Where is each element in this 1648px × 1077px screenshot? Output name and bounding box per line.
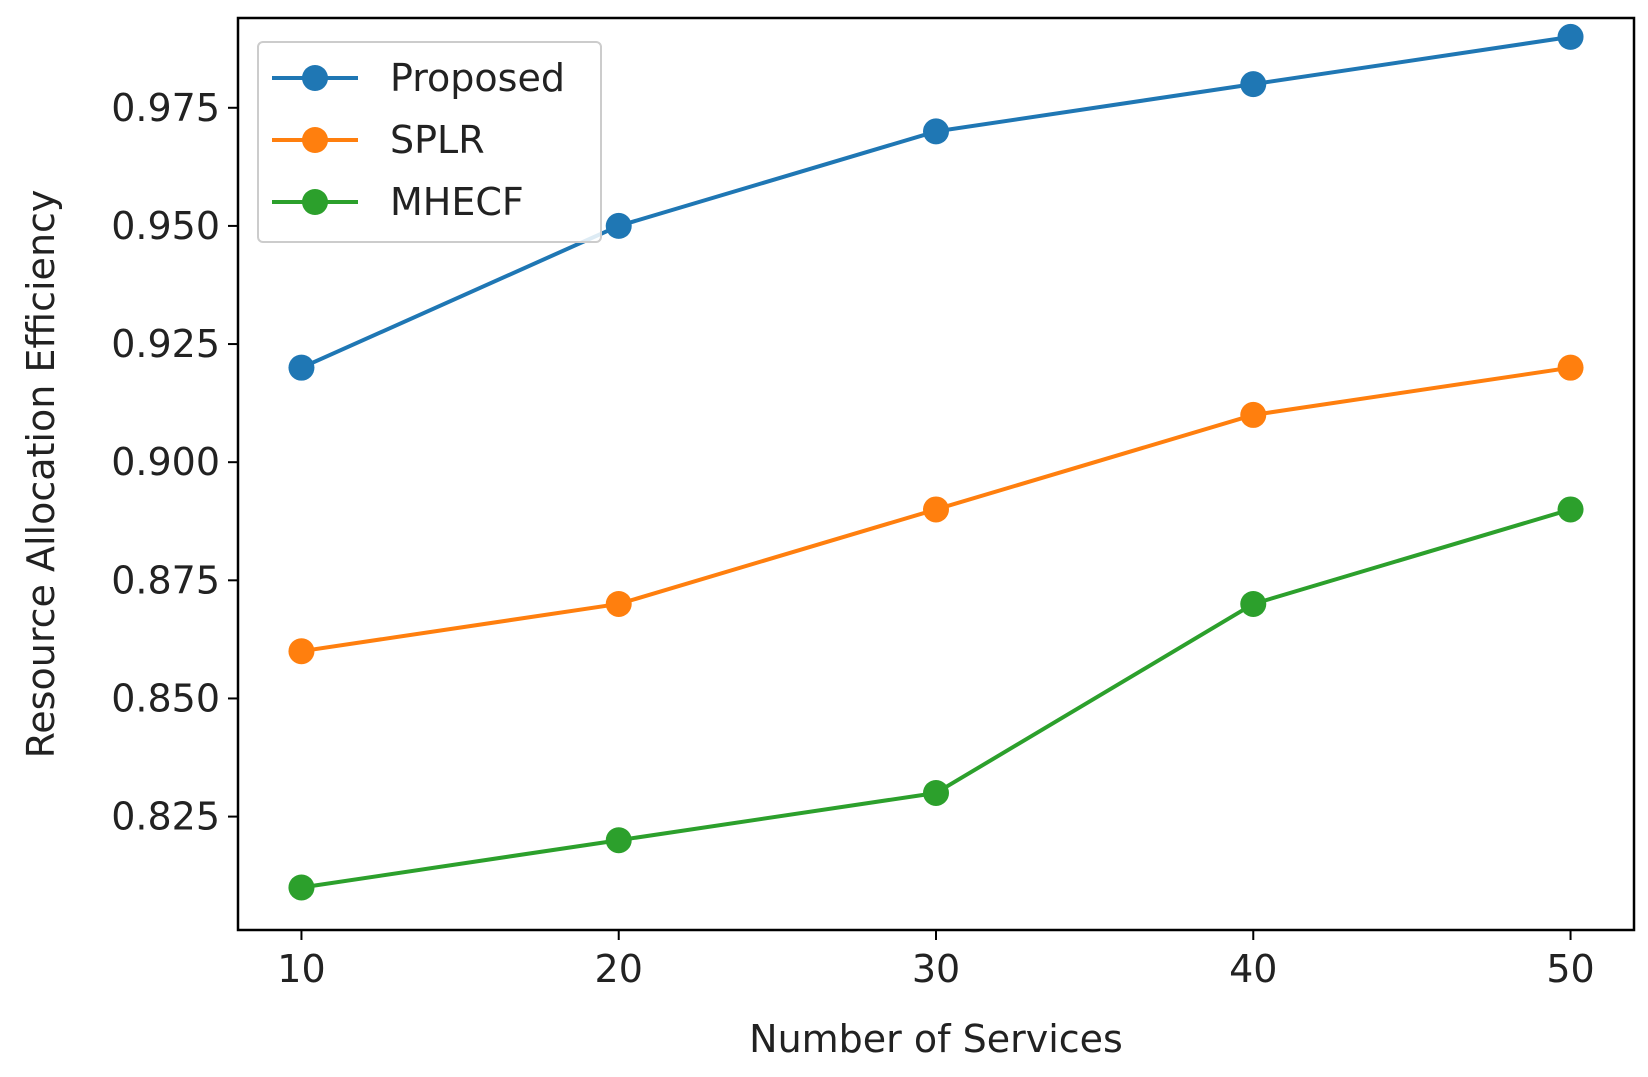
data-point-splr — [605, 590, 632, 617]
x-tick-label: 20 — [595, 947, 643, 991]
data-point-proposed — [605, 212, 632, 239]
x-tick-label: 50 — [1546, 947, 1594, 991]
data-point-proposed — [1240, 71, 1267, 98]
y-tick-label: 0.850 — [111, 676, 220, 720]
data-point-proposed — [288, 354, 315, 381]
data-point-mhecf — [923, 779, 949, 806]
data-point-proposed — [1557, 23, 1584, 50]
legend-label-mhecf: MHECF — [390, 180, 524, 224]
legend: Proposed SPLR MHECF — [257, 41, 602, 243]
legend-marker-splr — [302, 127, 328, 153]
legend-marker-proposed — [302, 65, 328, 91]
legend-box — [257, 41, 602, 243]
y-axis-label: Resource Allocation Efficiency — [19, 190, 63, 759]
data-point-mhecf — [288, 874, 315, 901]
data-point-mhecf — [1240, 590, 1267, 617]
data-point-proposed — [923, 118, 949, 145]
series-line-mhecf — [299, 507, 1573, 890]
y-tick-label: 0.925 — [111, 322, 220, 366]
y-tick-label: 0.875 — [111, 558, 220, 602]
data-point-splr — [923, 496, 949, 523]
y-tick-label: 0.825 — [111, 795, 220, 839]
x-tick-label: 40 — [1229, 947, 1277, 991]
legend-marker-mhecf — [302, 189, 328, 215]
data-point-splr — [1557, 354, 1584, 381]
x-axis-label: Number of Services — [749, 1017, 1123, 1061]
y-tick-label: 0.975 — [111, 86, 220, 130]
legend-label-splr: SPLR — [390, 118, 485, 162]
data-point-mhecf — [1557, 496, 1584, 523]
legend-label-proposed: Proposed — [390, 56, 565, 100]
y-tick-label: 0.950 — [111, 204, 220, 248]
data-point-splr — [1240, 401, 1267, 428]
data-point-splr — [288, 638, 315, 665]
data-point-mhecf — [605, 827, 632, 854]
x-tick-label: 10 — [277, 947, 325, 991]
x-tick-label: 30 — [912, 947, 960, 991]
y-tick-label: 0.900 — [111, 440, 220, 484]
